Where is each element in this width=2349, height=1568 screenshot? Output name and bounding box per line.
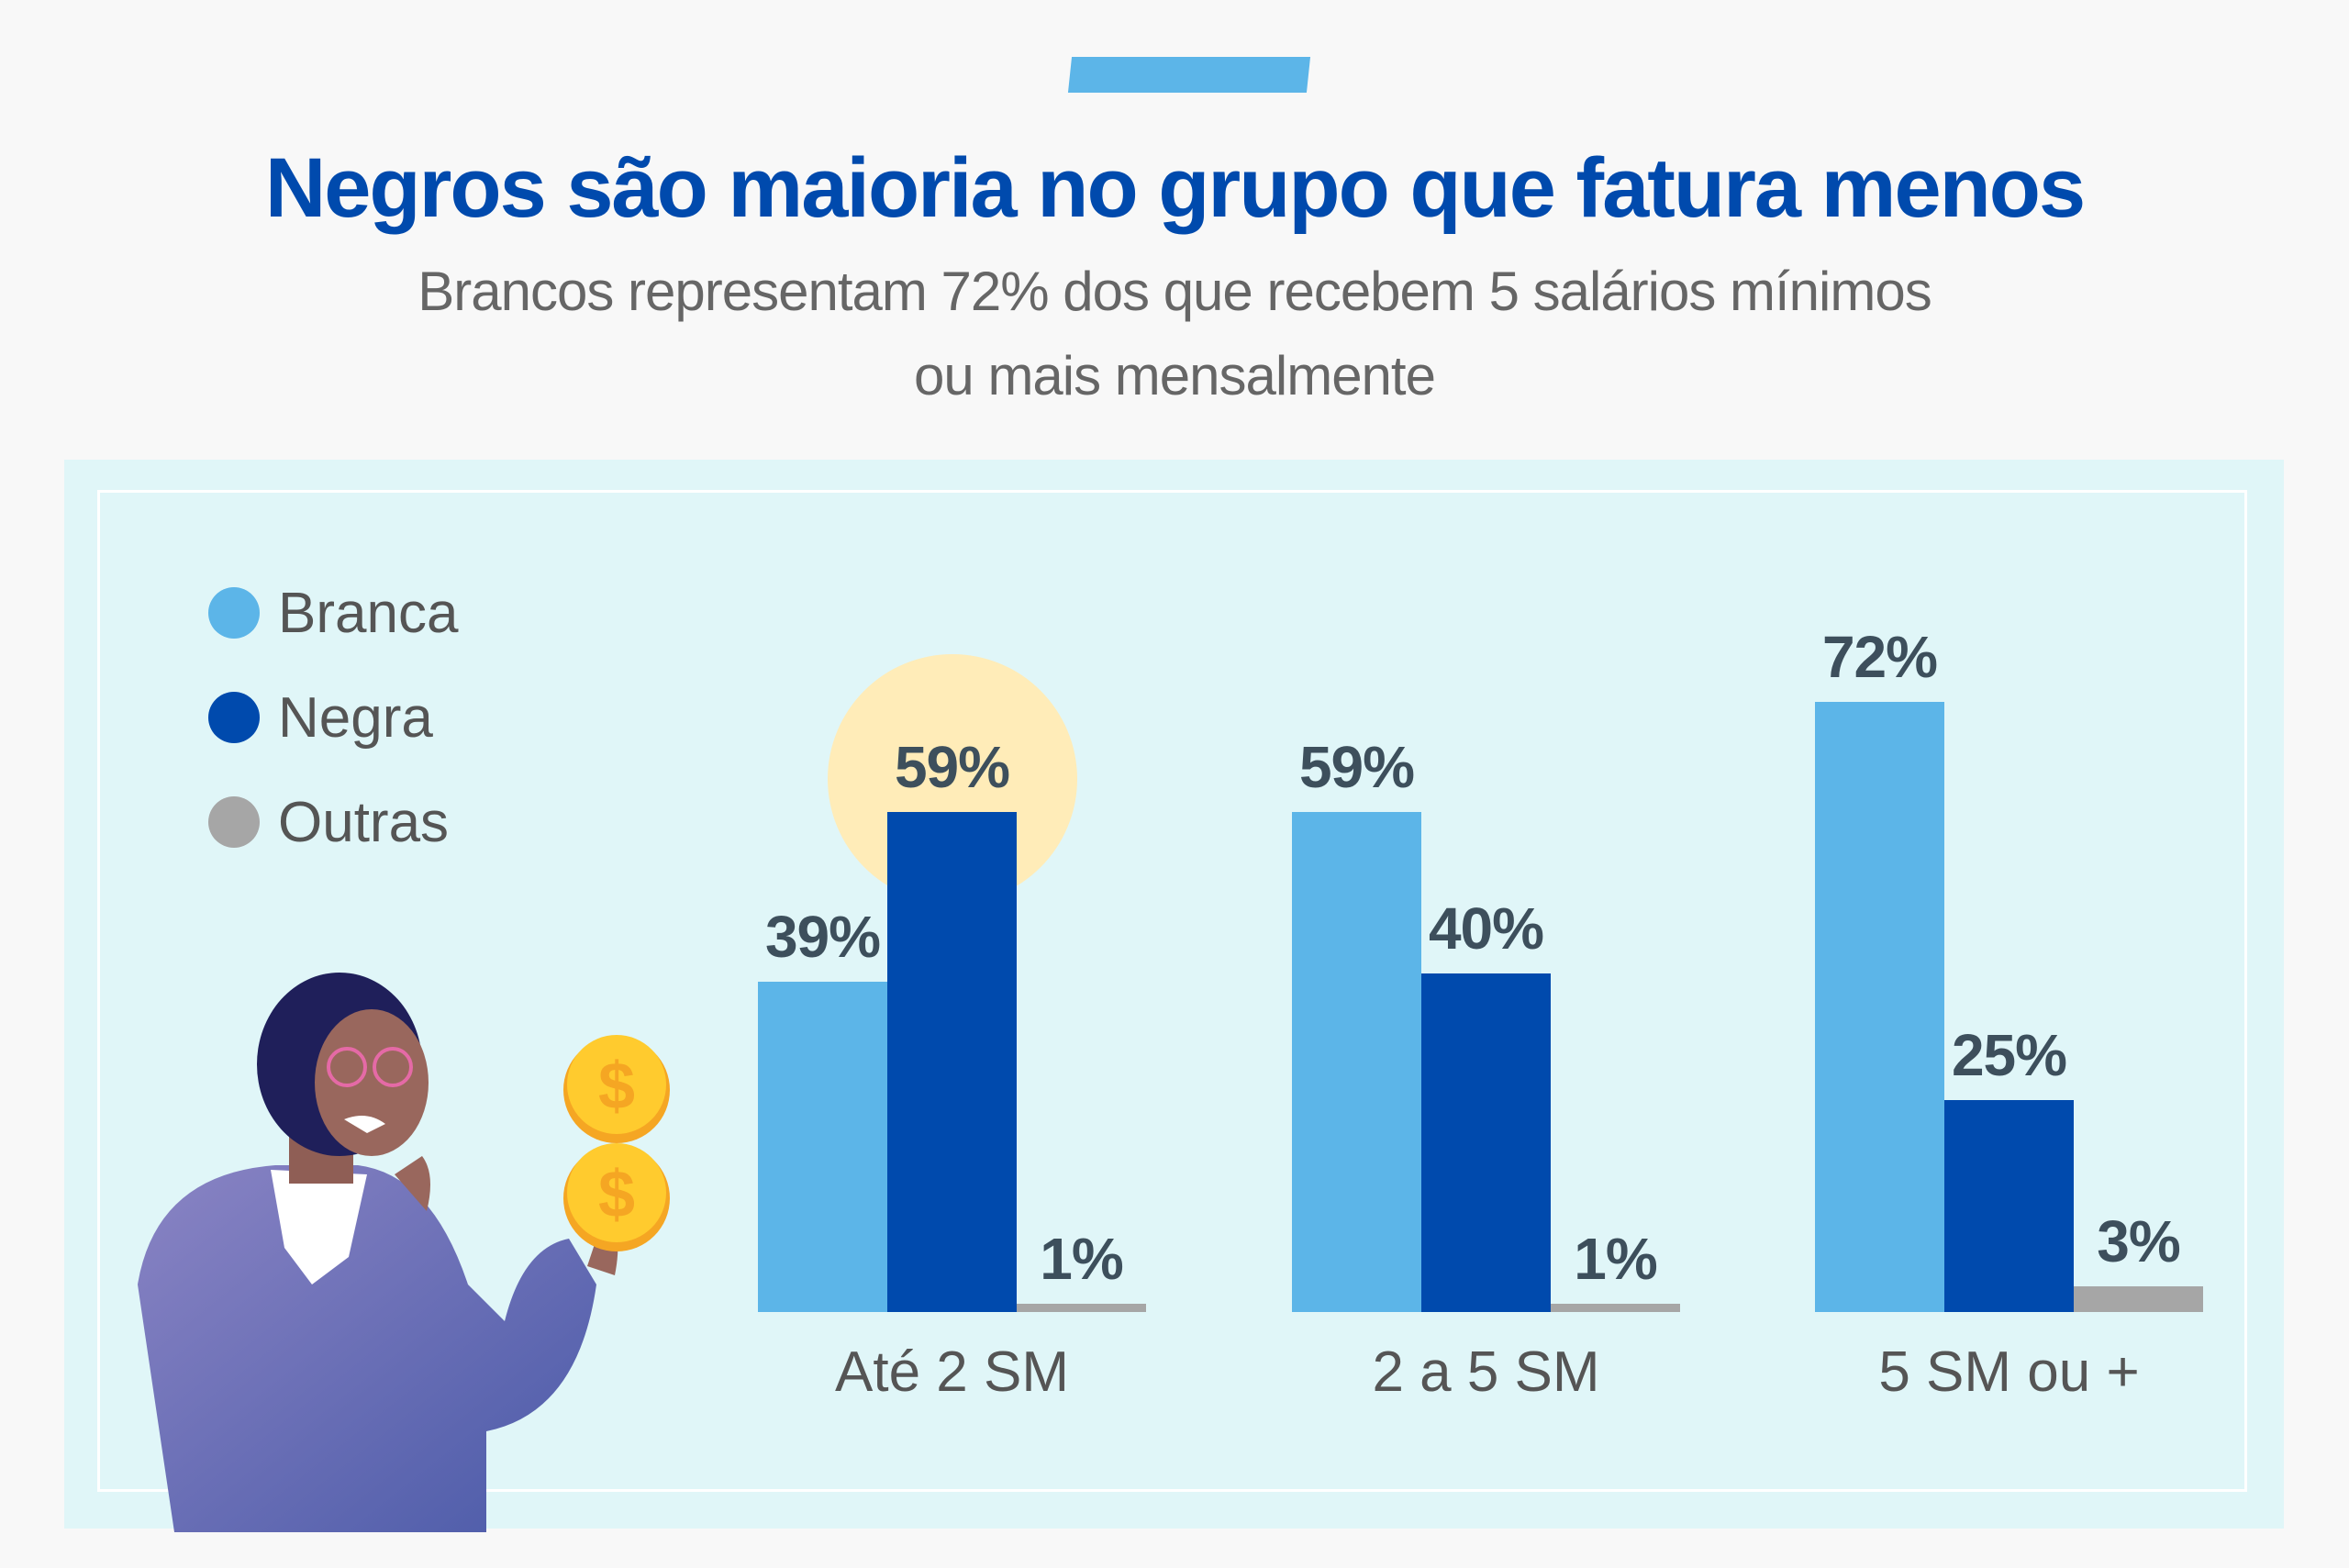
person-illustration: $ $ — [138, 973, 670, 1532]
accent-bar — [1067, 57, 1311, 93]
legend-label: Negra — [278, 685, 433, 750]
category-label: 2 a 5 SM — [1372, 1340, 1600, 1404]
legend-swatch-outras — [208, 796, 260, 848]
bar-negra-1 — [1421, 973, 1551, 1312]
data-label: 59% — [1298, 734, 1415, 801]
coin-icon: $ — [563, 1035, 670, 1143]
chart-frame — [97, 490, 2247, 1492]
legend-item-branca: Branca — [208, 582, 458, 645]
bar-outras-1 — [1551, 1303, 1680, 1312]
bar-branca-1 — [1292, 812, 1421, 1312]
data-label: 72% — [1821, 624, 1938, 691]
subtitle-line-2: ou mais mensalmente — [914, 345, 1436, 406]
data-label: 40% — [1428, 895, 1544, 962]
data-label: 59% — [894, 734, 1010, 801]
category-label: Até 2 SM — [835, 1340, 1069, 1404]
bar-branca-0 — [758, 982, 887, 1312]
bar-outras-0 — [1017, 1303, 1146, 1312]
subtitle-line-1: Brancos representam 72% dos que recebem … — [417, 261, 1932, 322]
data-label: 1% — [1040, 1225, 1124, 1292]
category-label: 5 SM ou + — [1878, 1340, 2140, 1404]
data-label: 25% — [1951, 1022, 2067, 1089]
bar-outras-2 — [2074, 1286, 2203, 1312]
legend-item-negra: Negra — [208, 686, 433, 750]
svg-text:$: $ — [598, 1158, 635, 1231]
bar-branca-2 — [1815, 702, 1944, 1312]
data-label: 39% — [764, 904, 881, 971]
chart-subtitle: Brancos representam 72% dos que recebem … — [0, 250, 2349, 418]
chart-title: Negros são maioria no grupo que fatura m… — [264, 141, 2086, 235]
legend-item-outras: Outras — [208, 791, 449, 854]
svg-text:$: $ — [598, 1050, 635, 1123]
legend-swatch-negra — [208, 692, 260, 743]
data-label: 1% — [1574, 1225, 1658, 1292]
bar-negra-2 — [1944, 1100, 2074, 1312]
coin-icon: $ — [563, 1143, 670, 1251]
legend-label: Branca — [278, 581, 459, 645]
legend-label: Outras — [278, 790, 450, 854]
bar-negra-0 — [887, 812, 1017, 1312]
legend-swatch-branca — [208, 587, 260, 639]
data-label: 3% — [2097, 1208, 2181, 1275]
